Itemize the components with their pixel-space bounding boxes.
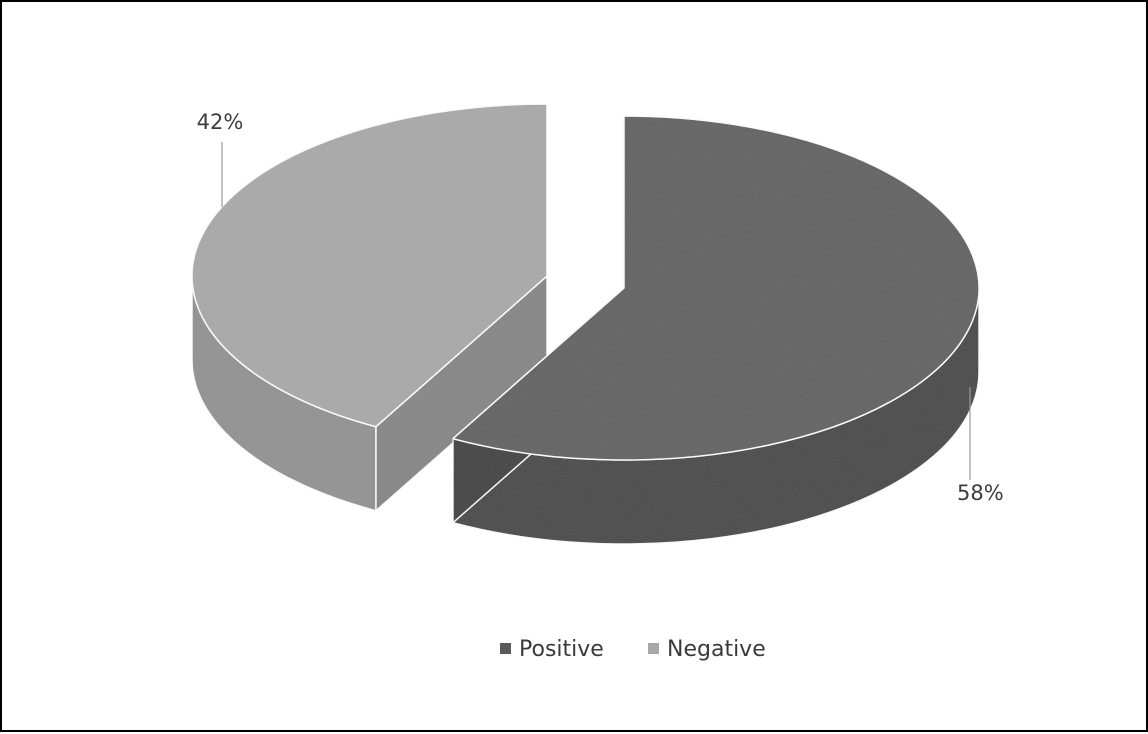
data-label-negative: 42% [197,110,244,134]
legend-swatch-negative [648,643,659,654]
slice-negative [191,103,548,513]
legend: Positive Negative [500,637,766,662]
slice-top-negative [191,103,548,428]
slices-layer [191,103,980,545]
data-label-positive: 58% [957,481,1004,505]
legend-swatch-positive [500,643,511,654]
labels-layer: 58% 42% [197,110,1004,505]
legend-label-negative: Negative [667,637,766,662]
slice-top-positive [451,115,980,461]
slice-positive [451,115,980,545]
legend-label-positive: Positive [519,637,604,662]
